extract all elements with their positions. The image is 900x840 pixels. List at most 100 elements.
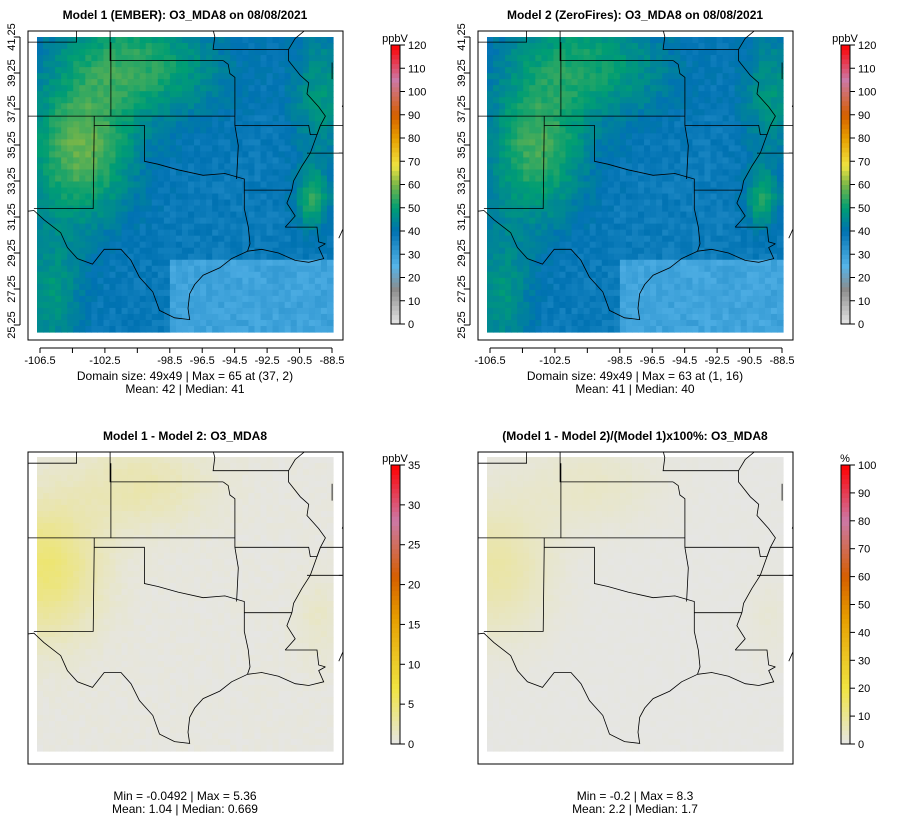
map-cell bbox=[91, 295, 99, 303]
map-cell bbox=[571, 169, 579, 177]
map-cell bbox=[728, 61, 736, 68]
map-cell bbox=[109, 325, 117, 333]
map-cell bbox=[650, 289, 657, 297]
map-cell bbox=[541, 127, 549, 134]
map-cell bbox=[169, 199, 177, 207]
map-cell bbox=[55, 109, 62, 116]
map-cell bbox=[79, 187, 86, 195]
map-cell bbox=[169, 289, 177, 297]
map-cell bbox=[242, 193, 250, 201]
map-cell bbox=[601, 175, 609, 183]
map-cell bbox=[638, 175, 645, 183]
map-cell bbox=[260, 115, 268, 122]
map-cell bbox=[260, 79, 268, 86]
map-cell bbox=[764, 211, 772, 219]
map-cell bbox=[91, 265, 99, 273]
map-cell bbox=[43, 157, 50, 165]
map-cell bbox=[553, 115, 561, 122]
map-cell bbox=[722, 211, 730, 219]
map-cell bbox=[242, 271, 250, 279]
map-cell bbox=[523, 325, 530, 333]
colorbar-tick-label: 100 bbox=[408, 87, 426, 99]
map-cell bbox=[266, 289, 274, 297]
map-cell bbox=[511, 43, 518, 50]
map-cell bbox=[607, 265, 615, 273]
map-cell bbox=[662, 73, 669, 80]
map-cell bbox=[49, 169, 56, 177]
map-cell bbox=[752, 115, 760, 122]
map-cell bbox=[631, 223, 639, 231]
map-cell bbox=[85, 223, 92, 231]
map-cell bbox=[224, 289, 231, 297]
map-cell bbox=[169, 241, 177, 249]
map-cell bbox=[260, 139, 268, 146]
stats-line-2: Mean: 42 | Median: 41 bbox=[125, 382, 245, 396]
map-cell bbox=[181, 235, 189, 243]
state-border bbox=[109, 31, 224, 61]
map-cell bbox=[505, 127, 512, 134]
map-cell bbox=[55, 289, 62, 297]
map-cell bbox=[595, 109, 603, 116]
map-cell bbox=[686, 55, 693, 62]
map-cell bbox=[37, 151, 44, 159]
map-cell bbox=[613, 127, 621, 134]
map-cell bbox=[308, 295, 316, 303]
map-cell bbox=[740, 289, 748, 297]
map-cell bbox=[284, 181, 292, 189]
map-cell bbox=[133, 163, 141, 171]
map-cell bbox=[571, 265, 579, 273]
map-cell bbox=[224, 295, 231, 303]
map-cell bbox=[284, 265, 292, 273]
map-cell bbox=[115, 289, 123, 297]
map-cell bbox=[613, 241, 621, 249]
map-cell bbox=[290, 259, 298, 267]
map-cell bbox=[764, 253, 772, 261]
map-cell bbox=[619, 133, 627, 140]
map-cell bbox=[644, 325, 651, 333]
map-cell bbox=[133, 235, 141, 243]
map-cell bbox=[206, 79, 213, 86]
panel-title: Model 1 (EMBER): O3_MDA8 on 08/08/2021 bbox=[63, 8, 308, 22]
map-cell bbox=[565, 145, 573, 152]
map-cell bbox=[97, 67, 105, 74]
map-cell bbox=[212, 43, 219, 50]
map-cell bbox=[607, 169, 615, 177]
map-cell bbox=[188, 157, 195, 165]
map-cell bbox=[181, 85, 189, 92]
map-cell bbox=[73, 217, 80, 225]
map-cell bbox=[625, 91, 633, 98]
map-cell bbox=[37, 103, 44, 110]
map-cell bbox=[218, 193, 225, 201]
map-cell bbox=[260, 181, 268, 189]
map-cell bbox=[541, 205, 549, 213]
map-cell bbox=[656, 175, 663, 183]
map-cell bbox=[535, 115, 542, 122]
map-cell bbox=[91, 43, 99, 50]
map-cell bbox=[656, 115, 663, 122]
map-cell bbox=[638, 295, 645, 303]
map-cell bbox=[625, 169, 633, 177]
map-cell bbox=[722, 163, 730, 171]
map-cell bbox=[194, 37, 201, 44]
map-cell bbox=[565, 55, 573, 62]
map-cell bbox=[145, 43, 153, 50]
map-cell bbox=[212, 313, 219, 321]
map-cell bbox=[553, 265, 561, 273]
map-cell bbox=[151, 307, 159, 315]
colorbar-swatch bbox=[391, 77, 400, 83]
map-cell bbox=[680, 259, 687, 267]
map-cell bbox=[704, 73, 712, 80]
colorbar-unit: ppbV bbox=[382, 33, 408, 45]
map-cell bbox=[242, 61, 250, 68]
map-cell bbox=[266, 265, 274, 273]
map-cell bbox=[326, 187, 334, 195]
map-cell bbox=[254, 61, 262, 68]
map-cell bbox=[67, 223, 74, 231]
map-cell bbox=[764, 277, 772, 285]
map-cell bbox=[49, 61, 56, 68]
map-cell bbox=[308, 73, 316, 80]
map-cell bbox=[625, 277, 633, 285]
map-cell bbox=[770, 91, 778, 98]
map-cell bbox=[230, 319, 237, 327]
map-cell bbox=[746, 103, 754, 110]
